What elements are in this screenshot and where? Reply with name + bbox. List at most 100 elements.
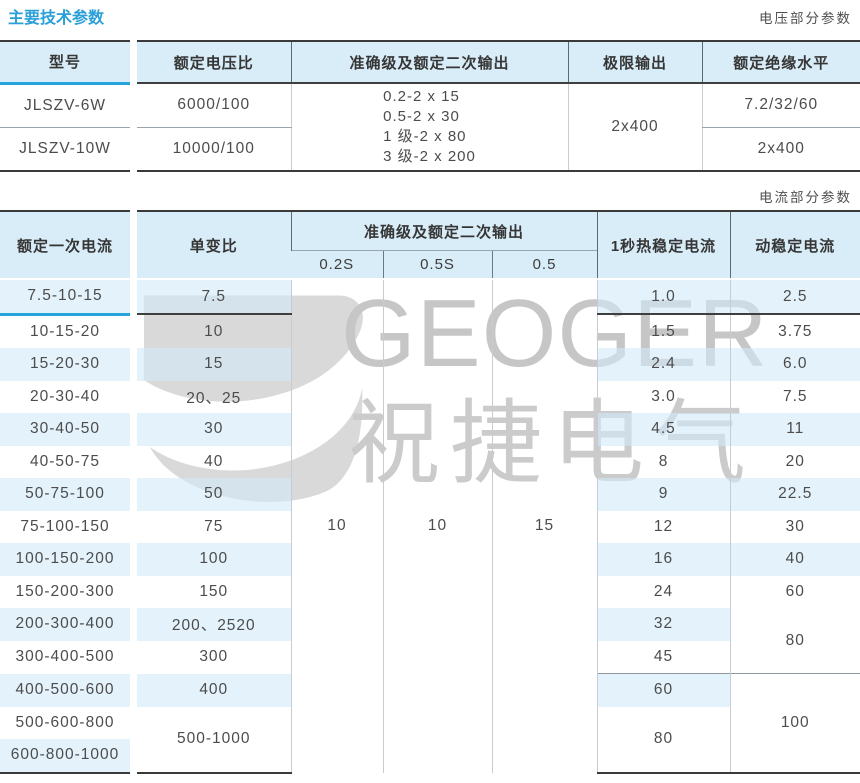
table-row: 10-15-20 10 1.5 3.75 — [0, 314, 860, 348]
cell-primary: 600-800-1000 — [0, 739, 130, 774]
cell-ratio: 15 — [137, 348, 291, 381]
cell-thermal: 9 — [596, 478, 730, 511]
table-row: 200-300-400 200、2520 32 80 — [0, 608, 860, 674]
current-parameters-table: 额定一次电流 单变比 准确级及额定二次输出 1秒热稳定电流 动稳定电流 0.2S… — [0, 210, 860, 774]
cell-accuracy-output: 0.2-2 x 15 0.5-2 x 30 1 级-2 x 80 3 级-2 x… — [290, 83, 568, 172]
cell-output-0-2s: 10 — [290, 279, 383, 773]
cell-thermal: 2.4 — [596, 348, 730, 381]
cell-thermal: 24 — [596, 575, 730, 608]
cell-ratio: 200、2520 — [137, 608, 291, 641]
cell-thermal: 1.5 — [596, 314, 730, 348]
current-section-label: 电流部分参数 — [759, 190, 852, 205]
voltage-section-label: 电压部分参数 — [759, 11, 852, 26]
cell-ratio: 20、25 — [186, 389, 242, 407]
cell-thermal: 8 — [596, 445, 730, 478]
cell-limit-output: 2x400 — [567, 83, 702, 172]
cell-thermal-merged: 80 — [596, 706, 730, 774]
table-row: 400-500-600 400 60 100 — [0, 673, 860, 774]
cell-ratio: 40 — [204, 452, 224, 470]
table-row: 600-800-1000 — [0, 739, 860, 774]
cell-ratio: 10000/100 — [137, 127, 291, 172]
cell-dynamic-merged: 100 — [729, 673, 860, 774]
cell-primary: 75-100-150 — [20, 517, 110, 535]
cell-model: JLSZV-6W — [0, 83, 130, 128]
column-gap — [130, 41, 137, 83]
cell-thermal: 3.0 — [596, 380, 730, 413]
cell-dynamic: 11 — [729, 413, 860, 446]
cell-ratio: 75 — [204, 517, 224, 535]
cell-model: JLSZV-10W — [0, 127, 130, 172]
cell-output-0-5: 15 — [491, 279, 597, 773]
cell-ratio: 300 — [199, 648, 229, 665]
column-header-ratio: 额定电压比 — [137, 40, 291, 84]
column-gap — [130, 211, 137, 279]
column-header-limit-output: 极限输出 — [567, 40, 702, 84]
cell-ratio: 30 — [137, 413, 291, 446]
cell-primary: 400-500-600 — [0, 673, 130, 707]
cell-primary: 10-15-20 — [29, 322, 101, 340]
column-header-0-5s: 0.5S — [382, 250, 492, 280]
table-header-row: 额定一次电流 单变比 准确级及额定二次输出 1秒热稳定电流 动稳定电流 — [0, 210, 860, 280]
cell-dynamic: 3.75 — [729, 314, 860, 348]
cell-ratio: 50 — [137, 478, 291, 511]
cell-ratio: 10 — [204, 322, 224, 340]
cell-dynamic: 20 — [729, 445, 860, 478]
column-header-dynamic-current: 动稳定电流 — [729, 210, 860, 280]
column-header-insulation: 额定绝缘水平 — [701, 40, 860, 84]
accuracy-line: 3 级-2 x 200 — [383, 147, 476, 165]
cell-primary: 15-20-30 — [0, 348, 130, 381]
table-row: JLSZV-10W 10000/100 2x400 — [0, 127, 860, 172]
cell-dynamic: 22.5 — [729, 478, 860, 511]
cell-primary: 150-200-300 — [15, 582, 115, 600]
cell-thermal: 16 — [596, 543, 730, 576]
cell-primary: 300-400-500 — [15, 648, 115, 665]
table-subheader-row: 0.2S 0.5S 0.5 — [0, 250, 860, 280]
cell-thermal: 1.0 — [596, 279, 730, 315]
cell-primary: 50-75-100 — [0, 478, 130, 511]
cell-dynamic-merged: 80 — [729, 608, 860, 674]
cell-dynamic: 40 — [729, 543, 860, 576]
cell-thermal: 12 — [596, 510, 730, 543]
column-header-accuracy: 准确级及额定二次输出 — [290, 40, 568, 84]
cell-primary: 40-50-75 — [29, 452, 101, 470]
table-row: 150-200-300 150 24 60 — [0, 575, 860, 608]
cell-ratio: 6000/100 — [137, 83, 291, 128]
cell-primary: 100-150-200 — [0, 543, 130, 576]
cell-insulation: 7.2/32/60 — [701, 83, 860, 128]
table-row: 75-100-150 75 12 30 — [0, 510, 860, 543]
cell-output-0-5s: 10 — [382, 279, 492, 773]
accuracy-line: 0.2-2 x 15 — [383, 87, 460, 105]
cell-primary: 30-40-50 — [0, 413, 130, 446]
accuracy-line: 0.5-2 x 30 — [383, 107, 460, 125]
cell-dynamic: 30 — [729, 510, 860, 543]
column-header-primary-current: 额定一次电流 — [0, 210, 130, 280]
cell-ratio: 7.5 — [137, 279, 291, 315]
voltage-parameters-table: 型号 额定电压比 准确级及额定二次输出 极限输出 额定绝缘水平 JLSZV-6W… — [0, 40, 860, 172]
cell-ratio: 400 — [137, 673, 291, 707]
cell-dynamic: 6.0 — [729, 348, 860, 381]
cell-primary: 500-600-800 — [15, 713, 115, 731]
cell-dynamic: 60 — [729, 575, 860, 608]
cell-ratio-merged: 500-1000 — [137, 706, 291, 774]
column-header-model: 型号 — [0, 40, 130, 85]
table-row: JLSZV-6W 6000/100 0.2-2 x 15 0.5-2 x 30 … — [0, 83, 860, 172]
cell-primary: 20-30-40 — [29, 387, 101, 405]
cell-thermal: 45 — [596, 640, 730, 674]
cell-insulation: 2x400 — [701, 127, 860, 172]
column-header-0-2s: 0.2S — [291, 250, 383, 280]
column-header-single-ratio: 单变比 — [137, 210, 291, 280]
column-header-0-5: 0.5 — [491, 250, 597, 280]
cell-dynamic: 7.5 — [729, 380, 860, 413]
cell-dynamic: 2.5 — [729, 279, 860, 315]
page-title: 主要技术参数 — [8, 10, 105, 27]
cell-ratio: 150 — [199, 582, 229, 600]
cell-ratio: 100 — [137, 543, 291, 576]
table-row: 500-600-800 500-1000 80 — [0, 706, 860, 774]
column-header-thermal-current: 1秒热稳定电流 — [596, 210, 730, 280]
cell-primary: 7.5-10-15 — [0, 279, 130, 316]
cell-thermal: 60 — [596, 673, 730, 707]
cell-thermal: 4.5 — [596, 413, 730, 446]
table-header-row: 型号 额定电压比 准确级及额定二次输出 极限输出 额定绝缘水平 — [0, 40, 860, 85]
cell-primary: 200-300-400 — [0, 608, 130, 641]
